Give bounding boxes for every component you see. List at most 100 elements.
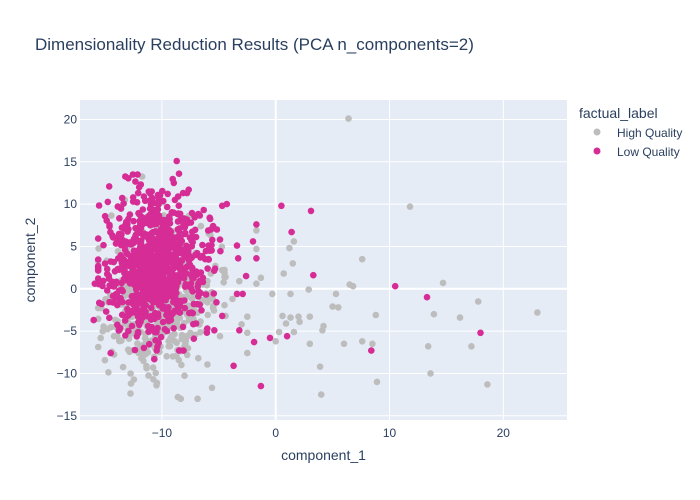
point-high-quality	[534, 309, 541, 316]
point-low-quality	[205, 255, 212, 263]
legend-item-high-quality[interactable]: High Quality	[593, 126, 683, 140]
point-high-quality	[244, 329, 251, 337]
point-high-quality	[373, 378, 381, 386]
point-low-quality	[211, 327, 218, 334]
point-low-quality	[188, 309, 195, 316]
point-low-quality	[175, 170, 183, 177]
point-low-quality	[150, 293, 158, 301]
point-low-quality	[307, 207, 315, 215]
point-low-quality	[148, 232, 155, 239]
legend-label-low-quality: Low Quality	[617, 145, 680, 159]
point-low-quality	[125, 262, 133, 270]
point-low-quality	[114, 238, 122, 245]
legend-marker-low-quality	[593, 147, 601, 155]
point-high-quality	[257, 274, 265, 282]
point-low-quality	[116, 215, 123, 222]
point-low-quality	[223, 200, 231, 208]
y-tick-label: 5	[70, 239, 77, 253]
point-low-quality	[159, 229, 166, 237]
point-high-quality	[253, 227, 260, 234]
point-low-quality	[233, 242, 241, 249]
point-low-quality	[107, 258, 115, 265]
point-high-quality	[196, 329, 204, 336]
x-tick-label: 0	[272, 426, 279, 440]
point-high-quality	[142, 350, 149, 358]
point-low-quality	[100, 277, 107, 285]
point-low-quality	[162, 252, 169, 260]
point-low-quality	[100, 241, 107, 249]
point-low-quality	[189, 288, 196, 295]
point-low-quality	[153, 208, 160, 216]
point-low-quality	[233, 290, 241, 298]
point-low-quality	[217, 247, 224, 255]
point-low-quality	[197, 269, 205, 276]
point-low-quality	[154, 343, 161, 351]
point-low-quality	[157, 246, 165, 253]
point-low-quality	[142, 302, 150, 309]
point-high-quality	[208, 384, 216, 392]
point-low-quality	[423, 293, 431, 301]
point-low-quality	[186, 234, 194, 241]
point-low-quality	[149, 262, 157, 269]
point-low-quality	[109, 232, 116, 239]
point-low-quality	[119, 298, 126, 306]
point-high-quality	[468, 343, 475, 350]
legend-item-low-quality[interactable]: Low Quality	[593, 145, 680, 159]
point-low-quality	[172, 286, 179, 293]
point-low-quality	[139, 206, 147, 213]
point-low-quality	[137, 237, 145, 244]
point-low-quality	[143, 252, 150, 259]
point-high-quality	[204, 299, 211, 306]
point-high-quality	[456, 314, 464, 321]
point-low-quality	[125, 307, 133, 314]
point-low-quality	[131, 346, 139, 354]
point-high-quality	[99, 327, 106, 335]
point-high-quality	[178, 361, 185, 369]
legend-label-high-quality: High Quality	[617, 126, 682, 140]
point-low-quality	[181, 304, 189, 312]
point-low-quality	[150, 255, 158, 263]
point-high-quality	[152, 369, 159, 377]
point-low-quality	[188, 228, 196, 236]
point-low-quality	[190, 335, 198, 343]
point-low-quality	[94, 235, 102, 242]
series-low-quality	[90, 157, 484, 390]
point-low-quality	[190, 300, 198, 308]
point-high-quality	[406, 203, 414, 210]
point-high-quality	[272, 338, 280, 345]
point-low-quality	[177, 234, 184, 241]
point-low-quality	[234, 254, 242, 262]
point-low-quality	[107, 349, 114, 357]
point-low-quality	[139, 214, 146, 221]
point-low-quality	[180, 347, 187, 354]
y-tick-label: 0	[70, 282, 77, 296]
point-high-quality	[127, 370, 134, 377]
legend[interactable]: factual_label High Quality Low Quality	[579, 105, 682, 159]
point-low-quality	[186, 261, 194, 269]
point-high-quality	[125, 287, 132, 294]
point-low-quality	[166, 213, 173, 220]
point-low-quality	[159, 280, 166, 287]
point-low-quality	[199, 241, 206, 249]
y-tick-label: −15	[57, 409, 78, 423]
point-low-quality	[144, 261, 152, 268]
point-low-quality	[164, 190, 171, 198]
point-low-quality	[168, 241, 176, 249]
point-low-quality	[186, 282, 193, 290]
point-low-quality	[249, 238, 257, 245]
point-high-quality	[222, 273, 229, 281]
point-low-quality	[160, 287, 167, 294]
point-low-quality	[188, 209, 196, 217]
point-high-quality	[244, 313, 251, 321]
point-low-quality	[122, 225, 130, 233]
point-low-quality	[106, 314, 113, 322]
point-low-quality	[160, 197, 167, 205]
point-low-quality	[196, 301, 203, 309]
point-low-quality	[163, 203, 171, 211]
point-low-quality	[164, 280, 171, 288]
point-low-quality	[105, 183, 113, 190]
point-low-quality	[181, 224, 189, 231]
point-low-quality	[134, 171, 141, 178]
point-high-quality	[269, 290, 276, 298]
point-high-quality	[275, 328, 283, 336]
